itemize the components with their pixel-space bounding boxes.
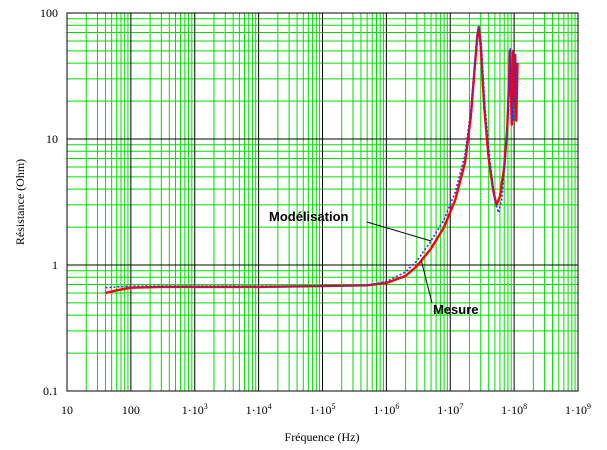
tick-labels: 10 100 1·103 1·104 1·105 1·106 1·107 1·108 1·109…: [40, 6, 591, 417]
y-tick-label: 100: [40, 6, 58, 20]
x-tick-label: 1·105: [310, 402, 336, 417]
annotation-mesure_label: Mesure: [433, 302, 479, 317]
annotation-modelisation_label: Modélisation: [269, 209, 349, 224]
y-tick-label: 0.1: [43, 384, 58, 398]
x-tick-label: 10: [61, 403, 73, 417]
annotation-pointer-mesure_label: [420, 259, 433, 304]
x-tick-label: 1·107: [437, 402, 463, 417]
y-axis-title: Résistance (Ohm): [13, 159, 27, 245]
x-tick-label: 1·108: [501, 402, 527, 417]
annotations: Modélisation Mesure: [269, 209, 479, 317]
y-tick-label: 10: [46, 132, 58, 146]
x-tick-label: 1·103: [182, 402, 208, 417]
x-tick-label: 100: [122, 403, 140, 417]
x-tick-label: 1·104: [246, 402, 272, 417]
annotation-pointer-modelisation_label: [366, 221, 432, 242]
series-lines: [105, 24, 519, 295]
y-tick-label: 1: [52, 258, 58, 272]
grid: [66, 12, 579, 392]
series-line-modelisation: [105, 24, 518, 289]
x-tick-label: 1·106: [373, 402, 399, 417]
plot-frame: [66, 12, 579, 392]
x-axis-title: Fréquence (Hz): [285, 430, 360, 444]
x-tick-label: 1·109: [565, 402, 591, 417]
